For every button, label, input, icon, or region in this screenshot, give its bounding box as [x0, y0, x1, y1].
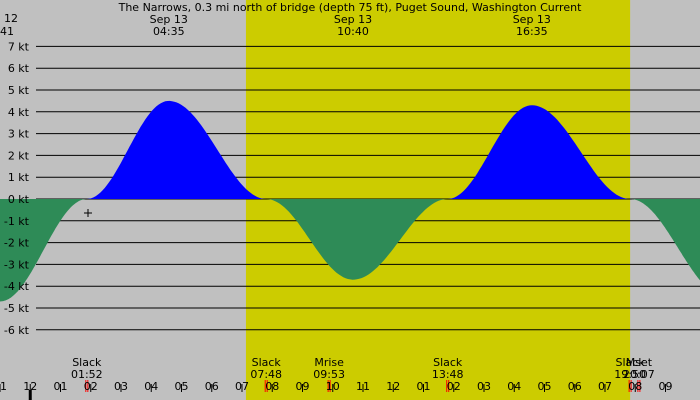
event-time-label: 13:48: [432, 368, 464, 381]
y-tick-label: 7 kt: [8, 40, 30, 53]
y-tick-label: 4 kt: [8, 106, 30, 119]
hour-label: 12: [23, 380, 37, 393]
hour-label: 05: [538, 380, 552, 393]
y-tick-label: -6 kt: [4, 324, 30, 337]
hour-label: 08: [265, 380, 279, 393]
event-time-label: 20:07: [623, 368, 655, 381]
flood-area-2: [86, 100, 267, 199]
hour-label: 02: [84, 380, 98, 393]
hour-label: 09: [659, 380, 673, 393]
chart-title: The Narrows, 0.3 mi north of bridge (dep…: [118, 1, 582, 14]
hour-label: 01: [54, 380, 68, 393]
peak-time-label: 10:40: [337, 25, 369, 38]
peak-date-label: Sep 13: [334, 13, 372, 26]
event-time-label: 09:53: [313, 368, 345, 381]
y-tick-label: 6 kt: [8, 62, 30, 75]
y-tick-label: -2 kt: [4, 237, 30, 250]
hour-label: 08: [628, 380, 642, 393]
current-curves: [0, 100, 700, 302]
hour-label: 09: [296, 380, 310, 393]
y-tick-label: 1 kt: [8, 171, 30, 184]
y-tick-label: 3 kt: [8, 128, 30, 141]
event-time-label: 19:50: [614, 368, 646, 381]
peak-time-label: 04:35: [153, 25, 185, 38]
hour-label: 11: [0, 380, 7, 393]
event-labels: Slack01:52Slack07:48Mrise09:53Slack13:48…: [71, 356, 655, 392]
hour-label: 06: [205, 380, 219, 393]
event-name-label: Slack: [252, 356, 282, 369]
y-tick-label: -1 kt: [4, 215, 30, 228]
hour-label: 06: [568, 380, 582, 393]
peak-date-label: Sep 13: [150, 13, 188, 26]
event-name-label: Slack: [72, 356, 102, 369]
hour-label: 04: [507, 380, 521, 393]
hour-label: 05: [175, 380, 189, 393]
event-name-label: Slack: [616, 356, 646, 369]
hour-label: 10: [326, 380, 340, 393]
ebb-area-0: [0, 199, 87, 302]
y-tick-label: 5 kt: [8, 84, 30, 97]
event-name-label: Mset: [626, 356, 653, 369]
event-name-label: Mrise: [314, 356, 344, 369]
hour-label: 02: [447, 380, 461, 393]
date-corner-line2: 41: [0, 25, 14, 38]
midnight-marker: [28, 390, 32, 400]
peak-date-label: Sep 13: [513, 13, 551, 26]
peak-time-label: 16:35: [516, 25, 548, 38]
flood-area-6: [447, 105, 631, 199]
date-corner-line1: 12: [4, 12, 18, 25]
ebb-area-4: [266, 199, 448, 280]
ebb-area-8: [630, 199, 700, 281]
y-axis-labels: 7 kt 6 kt 5 kt 4 kt 3 kt 2 kt 1 kt 0 kt -1 kt -2 …: [4, 40, 30, 336]
crosshair-marker: [84, 209, 92, 217]
event-name-label: Slack: [433, 356, 463, 369]
y-tick-label: 2 kt: [8, 149, 30, 162]
hour-label: 07: [235, 380, 249, 393]
hour-label: 07: [598, 380, 612, 393]
y-tick-label: -5 kt: [4, 302, 30, 315]
y-tick-label: -4 kt: [4, 280, 30, 293]
hour-label: 11: [356, 380, 370, 393]
hour-axis: 11 12 01 02 03 04 05 06 07 08 09 10 11 12 01 02 03 04 05 06…: [0, 380, 673, 400]
hour-label: 03: [477, 380, 491, 393]
hour-label: 03: [114, 380, 128, 393]
hour-label: 01: [417, 380, 431, 393]
hour-label: 12: [386, 380, 400, 393]
event-time-label: 07:48: [250, 368, 282, 381]
event-time-label: 01:52: [71, 368, 103, 381]
y-tick-label: -3 kt: [4, 258, 30, 271]
y-tick-label: 0 kt: [8, 193, 30, 206]
hour-label: 04: [144, 380, 158, 393]
